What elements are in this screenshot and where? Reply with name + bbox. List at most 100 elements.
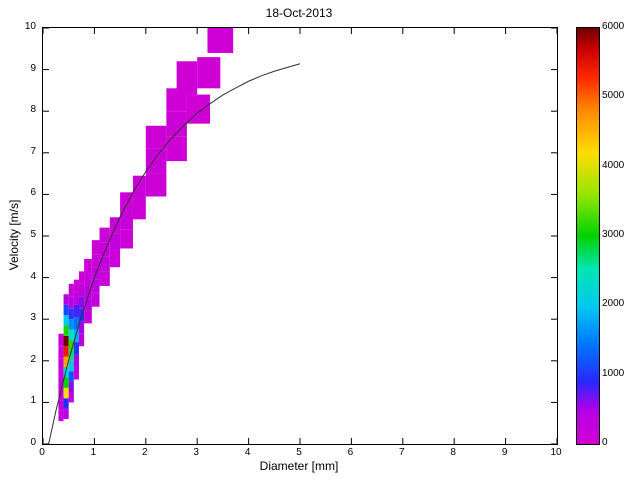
heatmap-cell: [109, 233, 121, 251]
heatmap-cell: [68, 392, 74, 403]
heatmap-cell: [63, 335, 69, 347]
heatmap-cell: [63, 325, 69, 336]
heatmap-cell: [68, 360, 74, 372]
heatmap-cell: [109, 217, 121, 234]
x-tick-label: 6: [347, 447, 354, 458]
heatmap-cell: [84, 298, 92, 311]
heatmap-cell: [166, 111, 187, 137]
heatmap-cell: [78, 333, 85, 347]
x-tick-label: 2: [142, 447, 148, 458]
colorbar-tick-label: 3000: [602, 229, 625, 240]
heatmap-cell: [207, 28, 234, 53]
colorbar: [576, 27, 600, 445]
y-tick-label: 6: [30, 187, 36, 199]
heatmap-cell: [84, 310, 92, 324]
heatmap-cell: [68, 296, 74, 309]
heatmap-cell: [58, 400, 64, 411]
heatmap-cell: [63, 346, 69, 357]
heatmap-cell: [68, 340, 74, 351]
heatmap-cell: [73, 367, 79, 380]
heatmap-cell: [99, 242, 110, 257]
heatmap-cell: [58, 410, 64, 422]
x-tick-label: 5: [296, 447, 302, 458]
x-tick-label: 0: [39, 447, 45, 458]
heatmap-cell: [99, 271, 110, 286]
heatmap-cell: [73, 354, 79, 368]
heatmap-cell: [145, 173, 167, 197]
heatmap-cell: [145, 125, 167, 149]
heatmap-cell: [68, 319, 74, 330]
heatmap-cell: [63, 304, 69, 316]
heatmap-cell: [68, 350, 74, 361]
colorbar-tick-label: 5000: [602, 90, 625, 102]
x-tick-label: 10: [550, 447, 562, 458]
heatmap-cell: [58, 369, 64, 380]
x-tick-label: 8: [450, 447, 456, 458]
x-tick-label: 9: [501, 447, 508, 458]
x-tick-label: 3: [193, 447, 199, 458]
heatmap-cell: [91, 292, 100, 307]
heatmap-cell: [58, 389, 64, 401]
y-tick-label: 8: [30, 104, 36, 116]
colorbar-tick-label: 1000: [602, 367, 625, 379]
heatmap-cell: [197, 57, 221, 89]
heatmap-cell: [63, 408, 69, 420]
y-tick-label: 9: [30, 62, 36, 74]
heatmap-cell: [73, 329, 79, 343]
heatmap-cell: [63, 377, 69, 388]
heatmap-cell: [84, 258, 92, 274]
terminal-fall-velocity-curve: [48, 63, 301, 444]
x-tick-label: 7: [399, 447, 405, 458]
colorbar-tick-label: 6000: [602, 21, 625, 32]
heatmap-cell: [186, 94, 211, 124]
heatmap-cell: [91, 254, 100, 268]
heatmap-cell: [132, 198, 146, 220]
heatmap-cell: [99, 227, 110, 243]
heatmap-cell: [78, 321, 85, 334]
heatmap-cell: [63, 398, 69, 409]
colorbar-tick-label: 2000: [602, 298, 625, 310]
heatmap-cell: [120, 192, 133, 212]
heatmap-cell: [63, 315, 69, 326]
heatmap-cell: [73, 304, 79, 318]
heatmap-cell: [73, 292, 79, 305]
heatmap-cell: [68, 371, 74, 382]
y-tick-label: 3: [30, 312, 36, 324]
colorbar-tick-label: 0: [602, 437, 608, 448]
heatmap-cell: [99, 256, 110, 272]
chart-title: 18-Oct-2013: [265, 6, 333, 20]
heatmap-cell: [145, 148, 167, 174]
heatmap-cell: [132, 175, 146, 199]
heatmap-cell: [73, 279, 79, 293]
heatmap-cell: [58, 358, 64, 370]
heatmap-cell: [91, 279, 100, 293]
heatmap-cell: [120, 229, 133, 249]
heatmap-cell: [63, 387, 69, 399]
heatmap-cell: [91, 240, 100, 255]
heatmap-cell: [58, 379, 64, 390]
heatmap-cell: [78, 283, 85, 297]
heatmap-cell: [68, 283, 74, 297]
heatmap-cell: [58, 333, 64, 347]
colorbar-tick-label: 4000: [602, 159, 625, 171]
heatmap-cell: [73, 317, 79, 330]
heatmap-cell: [84, 285, 92, 299]
y-tick-label: 10: [24, 21, 36, 32]
y-tick-label: 1: [30, 395, 36, 407]
heatmap-cell: [166, 136, 187, 162]
heatmap-cell: [68, 381, 74, 392]
heatmap-cell: [176, 61, 198, 95]
heatmap-cell: [68, 308, 74, 320]
y-tick-label: 7: [30, 145, 36, 157]
x-tick-label: 4: [244, 447, 251, 458]
y-tick-label: 5: [30, 229, 36, 240]
heatmap-cell: [73, 342, 79, 355]
heatmap-cell: [63, 294, 69, 305]
heatmap-cell: [63, 356, 69, 368]
heatmap-cell: [84, 273, 92, 286]
plot-area: [42, 27, 558, 445]
heatmap-cell: [78, 296, 85, 309]
heatmap-cell: [68, 329, 74, 340]
heatmap-cell: [78, 271, 85, 284]
